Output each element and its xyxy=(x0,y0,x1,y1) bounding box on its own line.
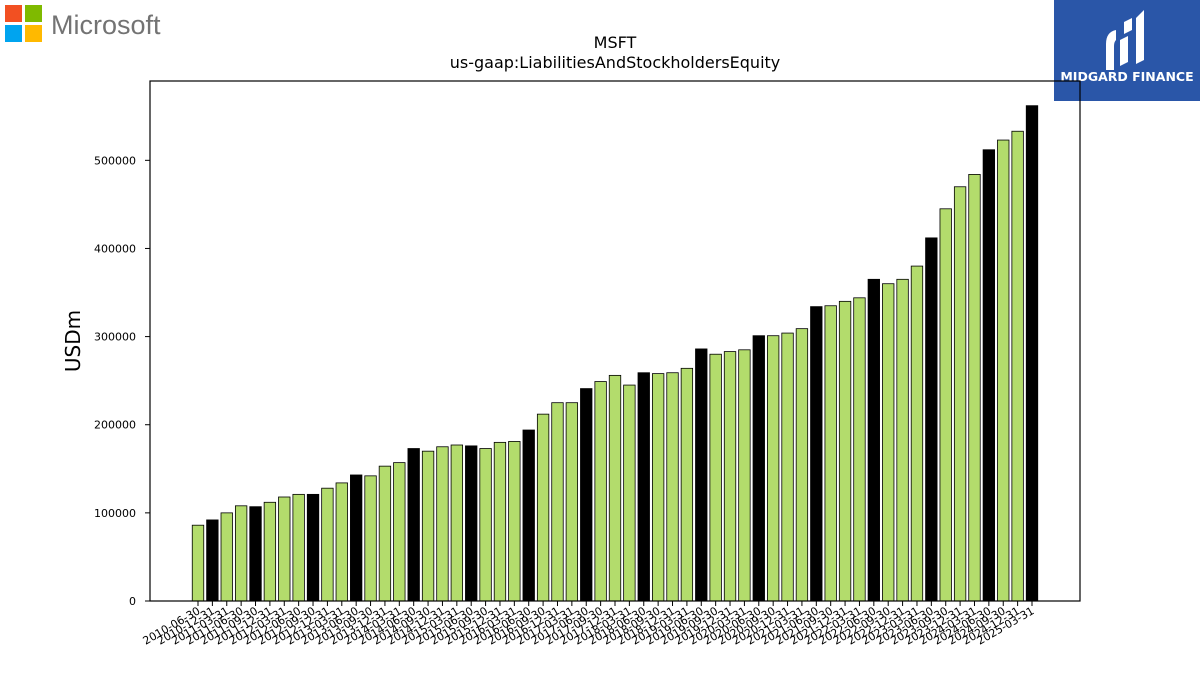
bar-2017-03-31 xyxy=(565,402,579,602)
bar-2024-06-30 xyxy=(982,149,996,602)
y-tick-label: 500000 xyxy=(94,154,136,167)
bar-2019-09-30 xyxy=(709,353,722,602)
bar-2020-06-30 xyxy=(752,335,765,602)
y-tick-label: 300000 xyxy=(94,331,136,344)
bar-2022-09-30 xyxy=(882,283,895,602)
y-tick-label: 0 xyxy=(129,595,136,608)
bar-2011-03-31 xyxy=(220,512,233,602)
bar-2019-06-30 xyxy=(695,348,708,602)
bar-2014-09-30 xyxy=(421,450,435,602)
bar-2022-06-30 xyxy=(867,278,880,602)
microsoft-logo: Microsoft xyxy=(5,5,185,45)
bar-2011-06-30 xyxy=(234,505,248,602)
bar-2022-12-31 xyxy=(896,278,909,602)
bar-2023-03-31 xyxy=(910,265,924,602)
bar-2020-12-31 xyxy=(781,332,794,602)
bar-2025-03-31 xyxy=(1025,105,1039,602)
y-tick-label: 400000 xyxy=(94,242,136,255)
bar-2023-09-30 xyxy=(939,208,952,602)
bar-2016-06-30 xyxy=(522,429,535,602)
bar-2017-06-30 xyxy=(580,388,593,602)
midgard-finance-logo: MIDGARD FINANCE xyxy=(1054,0,1200,101)
bar-2016-03-31 xyxy=(508,441,521,602)
bar-2020-09-30 xyxy=(767,335,780,602)
y-axis-ticks: 0 100000 200000 300000 400000 500000 xyxy=(94,154,150,608)
x-axis-ticks: 2010-06-302010-12-312011-03-312011-06-30… xyxy=(141,601,1037,648)
midgard-logo-text: MIDGARD FINANCE xyxy=(1060,69,1193,84)
bar-2012-12-31 xyxy=(321,487,334,602)
y-tick-label: 200000 xyxy=(94,419,136,432)
bar-2018-09-30 xyxy=(651,373,665,602)
bar-2024-09-30 xyxy=(997,139,1010,602)
bar-2017-09-30 xyxy=(594,381,607,602)
bar-2015-09-30 xyxy=(479,448,492,602)
bar-2022-03-31 xyxy=(853,297,866,602)
bar-2018-03-31 xyxy=(623,384,636,602)
bar-2019-12-31 xyxy=(723,351,737,602)
bar-2021-06-30 xyxy=(810,306,823,602)
bar-2010-06-30 xyxy=(191,524,205,602)
bar-2015-12-31 xyxy=(493,441,507,602)
bar-2014-12-31 xyxy=(436,446,449,602)
bar-2015-06-30 xyxy=(465,445,478,602)
bar-2024-12-31 xyxy=(1011,130,1024,602)
bar-2013-06-30 xyxy=(350,474,363,602)
bar-2018-12-31 xyxy=(666,372,679,602)
midgard-logo-mark-icon xyxy=(1106,10,1144,70)
bar-2017-12-31 xyxy=(608,374,622,602)
bar-2016-12-31 xyxy=(551,402,564,602)
y-axis-label: USDm xyxy=(61,310,85,372)
bar-2012-06-30 xyxy=(292,493,305,602)
bar-2021-12-31 xyxy=(838,300,852,602)
bar-2011-09-30 xyxy=(249,506,262,602)
ms-logo-text: Microsoft xyxy=(51,10,161,40)
plot-frame xyxy=(149,80,1081,602)
bar-2023-06-30 xyxy=(925,237,938,602)
bar-2018-06-30 xyxy=(637,372,650,602)
bar-2021-09-30 xyxy=(824,305,837,602)
bar-2014-03-31 xyxy=(393,462,406,602)
bar-2020-03-31 xyxy=(738,349,751,602)
ms-logo-yellow-square xyxy=(25,25,42,42)
bar-2013-03-31 xyxy=(335,482,348,602)
bar-2021-03-31 xyxy=(795,328,809,602)
chart-subtitle: us-gaap:LiabilitiesAndStockholdersEquity xyxy=(450,53,781,72)
chart-title: MSFT xyxy=(594,33,637,52)
bar-2024-03-31 xyxy=(968,174,981,602)
bar-2013-09-30 xyxy=(364,475,377,602)
y-tick-label: 100000 xyxy=(94,507,136,520)
ms-logo-green-square xyxy=(25,5,42,22)
bar-2023-12-31 xyxy=(953,186,967,602)
ms-logo-red-square xyxy=(5,5,22,22)
bar-2012-03-31 xyxy=(278,496,291,602)
bar-2012-09-30 xyxy=(306,493,320,602)
bar-2013-12-31 xyxy=(378,465,392,602)
ms-logo-blue-square xyxy=(5,25,22,42)
bar-2011-12-31 xyxy=(263,501,277,602)
bar-series xyxy=(191,105,1039,602)
bar-2016-09-30 xyxy=(536,413,550,602)
bar-2014-06-30 xyxy=(407,448,420,602)
bar-2015-03-31 xyxy=(450,444,463,602)
bar-2010-12-31 xyxy=(206,519,219,602)
bar-2019-03-31 xyxy=(680,367,694,602)
